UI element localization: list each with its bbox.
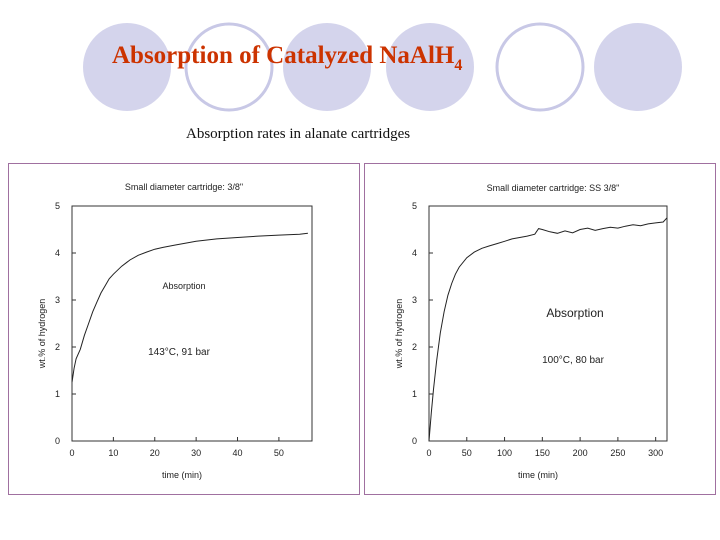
x-tick-label: 50 [274,448,284,458]
chart-annotation: Absorption [162,281,205,291]
y-tick-label: 5 [55,201,60,211]
chart-title: Small diameter cartridge: 3/8" [125,182,243,192]
chart-annotation: 143°C, 91 bar [148,347,210,358]
y-tick-label: 5 [412,201,417,211]
series-line [428,217,668,442]
decorative-circle [495,22,585,112]
y-tick-label: 3 [55,295,60,305]
x-tick-label: 0 [426,448,431,458]
x-tick-label: 20 [150,448,160,458]
y-tick-label: 4 [412,248,417,258]
slide-title: Absorption of Catalyzed NaAlH4 [112,42,462,74]
chart-panel-right: Small diameter cartridge: SS 3/8" 0 50 100 1… [364,163,716,495]
y-tick-label: 1 [412,389,417,399]
chart-annotation: 100°C, 80 bar [542,355,604,366]
x-tick-label: 150 [535,448,550,458]
decorative-circle [283,23,371,111]
x-tick-label: 40 [233,448,243,458]
y-tick-label: 2 [55,342,60,352]
x-tick-label: 200 [573,448,588,458]
plot-frame [71,205,313,442]
decorative-circle [83,23,171,111]
x-tick-label: 10 [108,448,118,458]
y-tick-label: 0 [55,436,60,446]
slide-title-text: Absorption of Catalyzed NaAlH [112,42,455,69]
y-axis-label: wt.% of hydrogen [394,299,404,370]
decorative-circle [184,22,274,112]
y-tick-label: 2 [412,342,417,352]
x-axis-label: time (min) [518,470,558,480]
x-tick-label: 50 [462,448,472,458]
y-axis-label: wt.% of hydrogen [37,299,47,370]
x-tick-label: 100 [497,448,512,458]
chart-panel-left: Small diameter cartridge: 3/8" 0 10 20 30 40 5… [8,163,360,495]
x-axis-label: time (min) [162,470,202,480]
chart-left: Small diameter cartridge: 3/8"0 10 20 30 40 5… [37,182,313,480]
x-tick-label: 250 [610,448,625,458]
x-tick-label: 30 [191,448,201,458]
decorative-circle [594,23,682,111]
x-tick-label: 300 [648,448,663,458]
decorative-circle [386,23,474,111]
series-line [71,232,308,383]
y-tick-label: 4 [55,248,60,258]
chart-title: Small diameter cartridge: SS 3/8" [487,183,620,193]
slide-subtitle: Absorption rates in alanate cartridges [186,126,411,142]
y-tick-label: 1 [55,389,60,399]
chart-annotation: Absorption [546,306,603,320]
slide-title-subscript: 4 [454,57,463,74]
x-tick-label: 0 [69,448,74,458]
y-tick-label: 0 [412,436,417,446]
y-tick-label: 3 [412,295,417,305]
plot-frame [428,205,668,442]
decorative-circles [83,22,682,112]
chart-right: Small diameter cartridge: SS 3/8"0 50 100 1… [394,183,668,480]
